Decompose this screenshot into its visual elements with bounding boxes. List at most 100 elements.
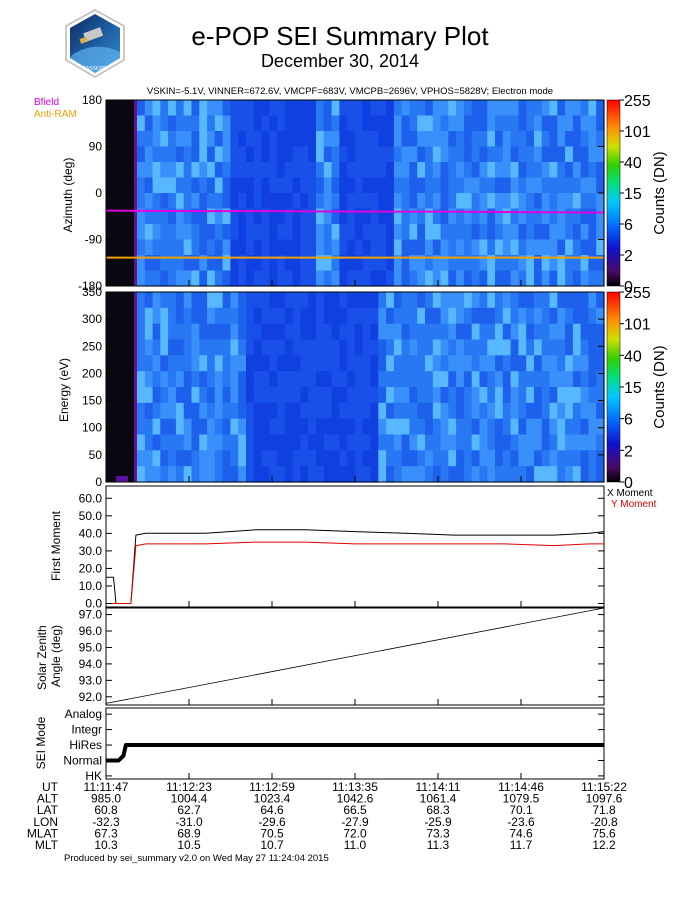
heatmap-cell [144,339,154,356]
heatmap-cell [339,371,348,388]
heatmap-cell [479,387,488,404]
heatmap-cell [432,307,442,325]
heatmap-cell [292,371,302,388]
heatmap-cell [269,434,278,451]
heatmap-cell [323,418,333,436]
heatmap-cell [292,162,302,179]
heatmap-cell [541,339,551,356]
heatmap-cell [191,434,200,451]
heatmap-cell [526,418,535,436]
heatmap-cell [354,208,364,225]
heatmap-cell [284,146,294,163]
heatmap-cell [308,208,317,225]
ephemeris-value: 11.3 [427,838,450,852]
heatmap-cell [549,208,558,225]
heatmap-cell [401,387,410,404]
heatmap-cell [432,224,442,241]
heatmap-cell [518,115,527,132]
heatmap-cell [160,355,169,372]
heatmap-cell [284,115,294,132]
heatmap-cell [549,307,558,325]
ephemeris-value: -29.6 [258,815,286,829]
heatmap-cell [401,292,410,309]
heatmap-cell [401,146,410,163]
heatmap-cell [425,162,434,179]
heatmap-cell [495,418,504,436]
heatmap-cell [588,100,597,117]
heatmap-cell [495,115,504,132]
heatmap-cell [440,292,449,309]
heatmap-cell [347,323,356,341]
heatmap-cell [253,177,263,194]
heatmap-cell [362,371,372,388]
heatmap-cell [456,177,465,194]
heatmap-cell [378,146,387,163]
heatmap-cell [378,307,387,325]
heatmap-cell [168,418,177,436]
heatmap-cell [588,292,597,309]
heatmap-cell [277,146,286,163]
heatmap-cell [362,450,372,467]
heatmap-cell [386,115,395,132]
heatmap-cell [323,100,333,117]
logo-text: CASSIOPE [82,66,108,72]
heatmap-cell [565,387,574,404]
heatmap-cell [269,307,278,325]
heatmap-cell [152,162,161,179]
heatmap-cell [331,239,340,256]
heatmap-cell [386,434,395,451]
heatmap-cell [417,146,426,163]
heatmap-cell [401,100,410,117]
heatmap-cell [588,270,597,287]
heatmap-cell [168,371,177,388]
heatmap-cell [253,434,263,451]
heatmap-cell [596,339,605,356]
heatmap-cell [144,100,154,117]
heatmap-cell [292,418,302,436]
heatmap-cell [261,224,270,241]
heatmap-cell [393,193,403,210]
heatmap-cell [417,466,426,483]
footer-credit: Produced by sei_summary v2.0 on Wed May … [64,853,329,864]
heatmap-cell [456,355,465,372]
heatmap-cell [456,115,465,132]
ephemeris-row-label: UT [42,780,59,794]
heatmap-cell [308,255,317,272]
heatmap-cell [565,177,574,194]
heatmap-cell [393,355,403,372]
heatmap-cell [269,224,278,241]
heatmap-cell [471,355,481,372]
heatmap-cell [137,146,146,163]
heatmap-cell [479,371,488,388]
heatmap-cell [191,450,200,467]
heatmap-cell [191,466,200,483]
heatmap-cell [526,270,535,287]
heatmap-cell [463,387,473,404]
heatmap-cell [300,339,309,356]
heatmap-cell [144,270,154,287]
heatmap-cell [502,193,512,210]
heatmap-cell [144,402,154,420]
heatmap-cell [183,193,193,210]
heatmap-cell [269,162,278,179]
heatmap-cell [502,307,512,325]
sei-mode-ylabel: SEI Mode [34,716,48,769]
heatmap-cell [471,224,481,241]
heatmap-cell [495,239,504,256]
heatmap-cell [230,270,239,287]
heatmap-cell [277,270,286,287]
heatmap-cell [277,434,286,451]
heatmap-cell [440,402,449,420]
ephemeris-value: 11:14:46 [498,780,544,794]
ephemeris-value: 11.0 [344,838,367,852]
y-tick-label: Normal [63,753,102,767]
heatmap-cell [417,418,426,436]
heatmap-cell [487,466,496,483]
heatmap-cell [386,323,395,341]
heatmap-cell [432,466,442,483]
heatmap-cell [331,387,340,404]
heatmap-cell [137,307,146,325]
heatmap-cell [284,193,294,210]
heatmap-cell [308,450,317,467]
heatmap-cell [456,208,465,225]
